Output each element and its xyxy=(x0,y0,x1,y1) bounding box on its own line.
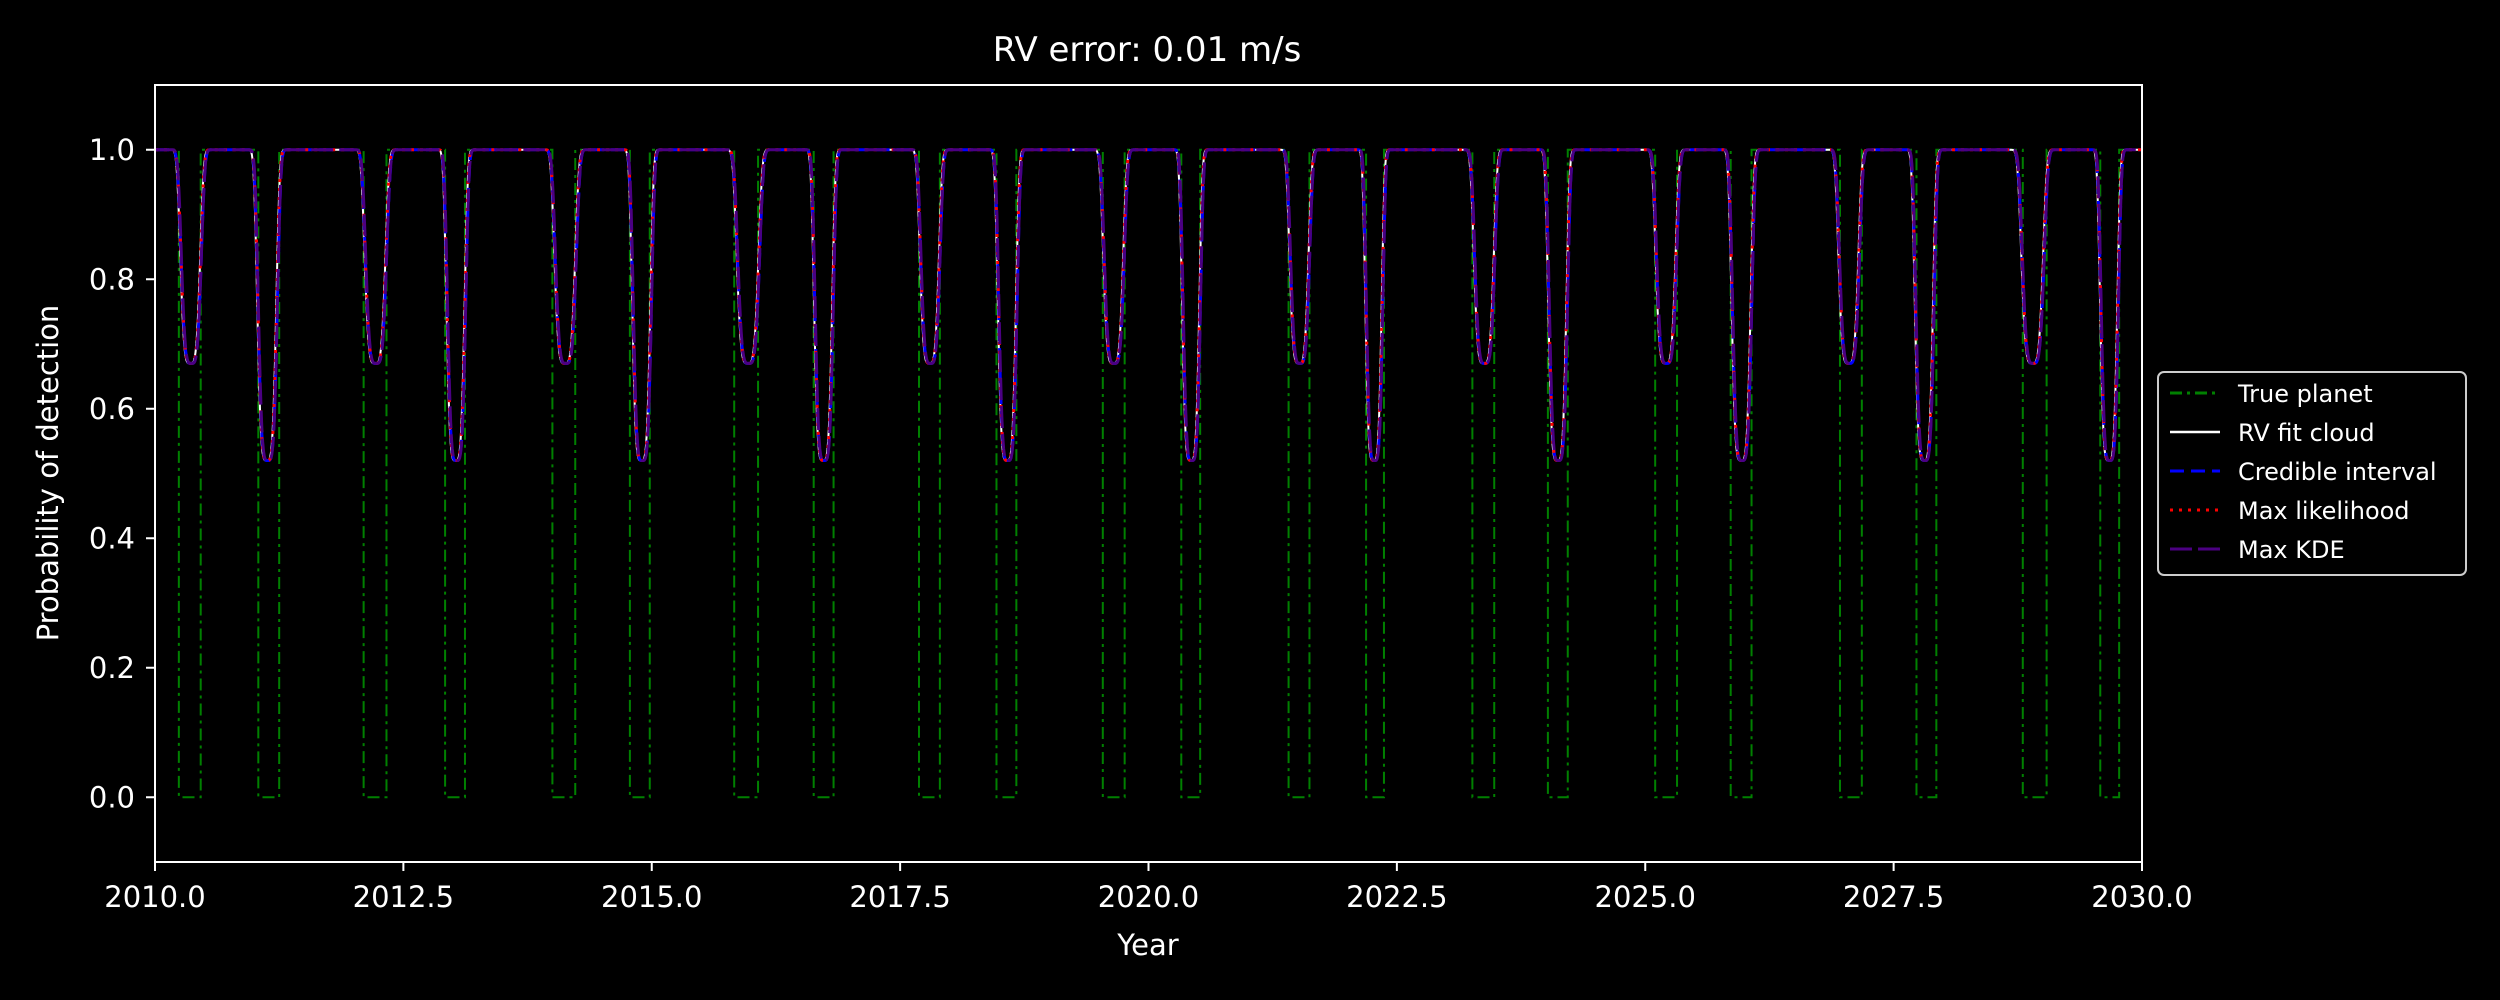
series-line-max-kde xyxy=(155,148,2142,463)
y-tick-label: 0.0 xyxy=(89,780,135,814)
legend-label: Credible interval xyxy=(2238,458,2437,486)
y-tick-label: 0.8 xyxy=(89,262,135,296)
y-tick-label: 1.0 xyxy=(89,133,135,167)
x-tick-label: 2017.5 xyxy=(849,880,950,914)
y-tick-label: 0.2 xyxy=(89,651,135,685)
legend-label: True planet xyxy=(2237,380,2373,408)
x-tick-label: 2020.0 xyxy=(1098,880,1199,914)
x-tick-label: 2015.0 xyxy=(601,880,702,914)
x-tick-label: 2025.0 xyxy=(1595,880,1696,914)
y-tick-label: 0.6 xyxy=(89,392,135,426)
chart-title: RV error: 0.01 m/s xyxy=(993,30,1302,70)
y-axis: 0.0 0.2 0.4 0.6 0.8 1.0 xyxy=(89,133,155,814)
y-tick-label: 0.4 xyxy=(89,521,135,555)
x-tick-label: 2010.0 xyxy=(104,880,205,914)
x-tick-label: 2012.5 xyxy=(353,880,454,914)
y-axis-label: Probability of detection xyxy=(31,305,65,642)
legend-label: RV fit cloud xyxy=(2238,419,2375,447)
legend-label: Max likelihood xyxy=(2238,497,2410,525)
x-tick-label: 2030.0 xyxy=(2091,880,2192,914)
legend: True planet RV fit cloud Credible interval… xyxy=(2157,371,2467,576)
legend-box xyxy=(2157,371,2467,576)
x-axis: 2010.0 2012.5 2015.0 2017.5 2020.0 2022.5 2025… xyxy=(104,862,2193,914)
x-tick-label: 2022.5 xyxy=(1346,880,1447,914)
series-layer xyxy=(155,148,2142,799)
legend-label: Max KDE xyxy=(2238,536,2345,564)
x-axis-label: Year xyxy=(1116,928,1178,962)
x-tick-label: 2027.5 xyxy=(1843,880,1944,914)
